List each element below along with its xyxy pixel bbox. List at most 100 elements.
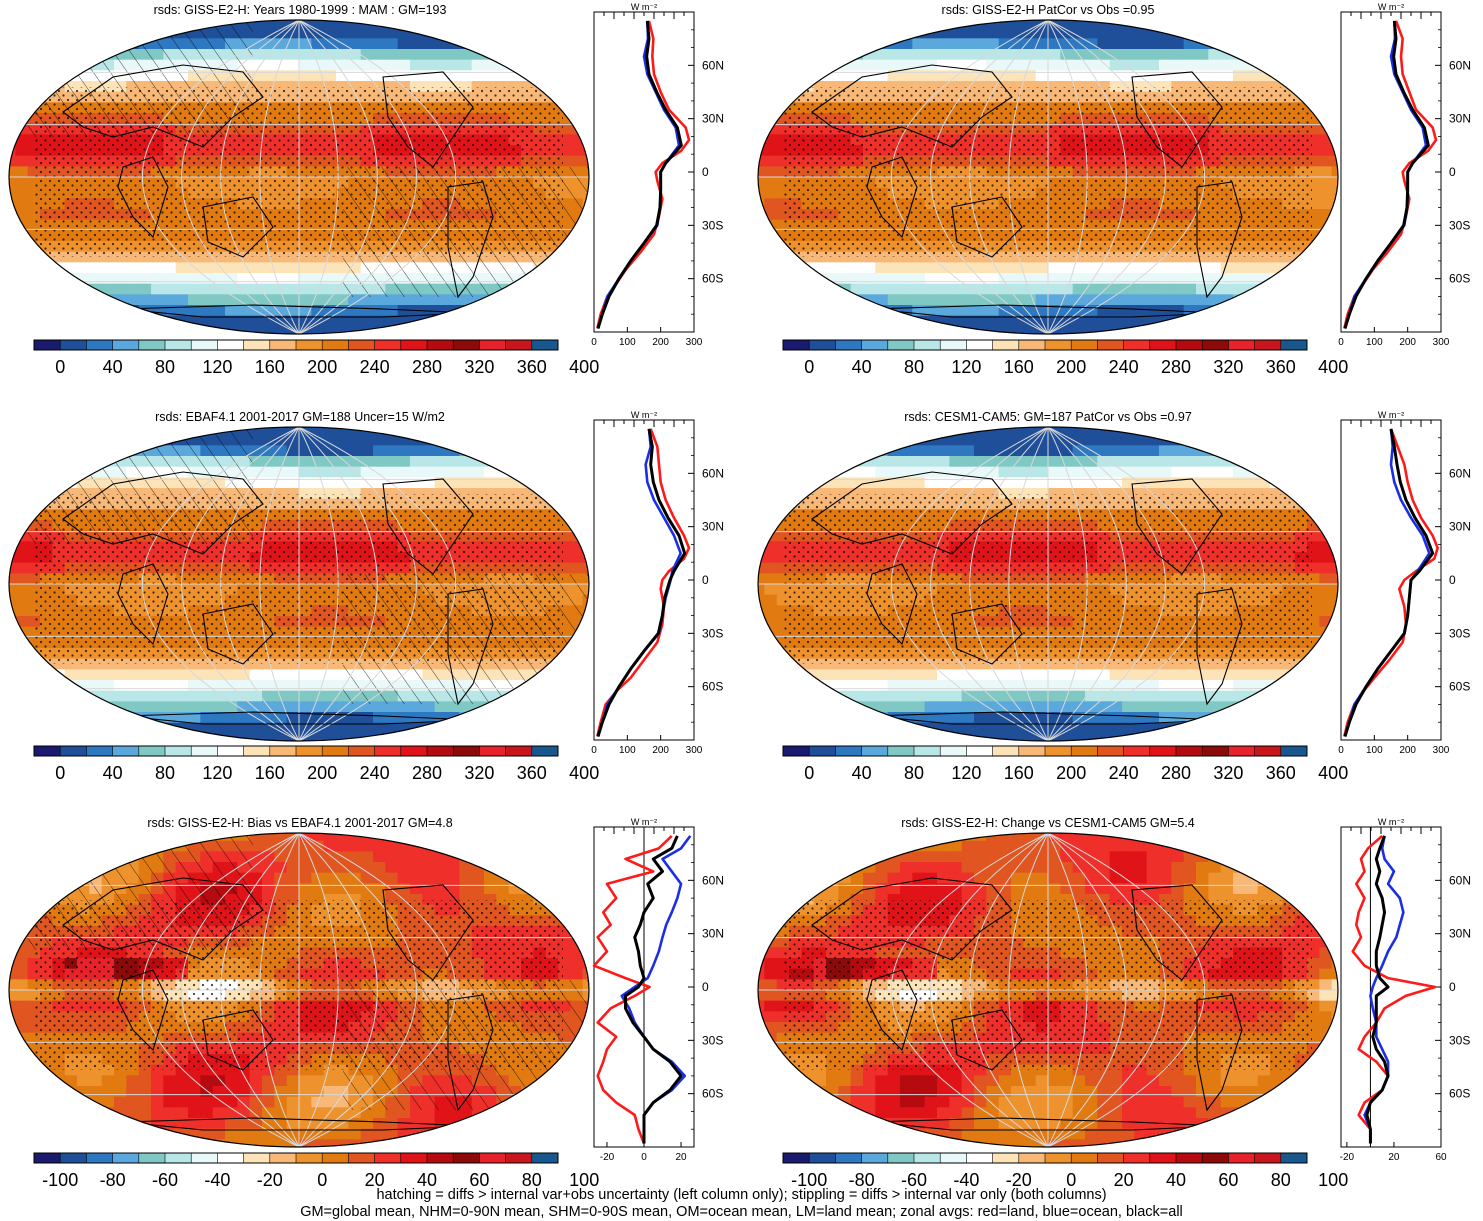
map-cell [1319,187,1333,199]
map-cell [986,434,1000,446]
map-cell [508,27,522,39]
map-cell [336,722,349,734]
map-cell [373,488,386,500]
map-cell [114,305,127,317]
map-cell [101,305,115,317]
map-cell [1331,187,1338,199]
map-field [758,427,1338,741]
map-cell [1183,20,1197,29]
map-cell [175,326,189,334]
map-cell [237,294,251,306]
map-cell [1245,456,1259,468]
map-cell [77,722,90,734]
map-cell [188,680,201,692]
map-cell [89,445,103,457]
map-cell [40,434,53,446]
map-cell [151,305,164,317]
map-cell [126,434,140,446]
map-cell [459,315,473,327]
map-cell [175,658,189,670]
map-cell [225,701,238,713]
map-cell [789,305,802,317]
map-cell [323,701,337,713]
map-cell [64,466,78,478]
map-cell [1134,20,1148,29]
map-cell [1134,434,1148,446]
map-cell [863,262,876,274]
map-cell [336,59,349,71]
map-cell [385,27,399,39]
map-cell [875,466,889,478]
map-cell [9,733,16,741]
map-cell [299,262,312,274]
map-cell [570,134,584,146]
map-cell [789,445,802,457]
map-cell [311,20,325,29]
map-cell [998,488,1012,500]
map-cell [924,305,938,317]
map-cell [1109,326,1123,334]
map-cell [410,701,423,713]
map-cell [912,262,926,274]
map-cell [1307,134,1320,146]
map-cell [1319,209,1333,221]
map-cell [887,81,901,93]
map-cell [471,38,485,50]
map-cell [15,187,29,199]
map-cell [1245,262,1259,274]
map-cell [484,27,497,39]
map-cell [850,326,864,334]
map-cell [974,315,987,327]
map-cell [1097,434,1111,446]
map-cell [1060,427,1074,436]
map-cell [986,466,1000,478]
map-cell [1134,466,1148,478]
map-cell [508,456,522,468]
map-cell [188,283,201,295]
map-cell [151,294,164,306]
map-cell [758,27,765,39]
map-cell [789,488,802,500]
map-cell [1122,251,1135,263]
map-cell [1307,198,1320,210]
map-cell [434,456,448,468]
map-cell [397,326,411,334]
map-cell [1208,466,1222,478]
map-cell [1085,49,1098,61]
map-cell [484,20,497,29]
map-cell [1097,488,1111,500]
map-cell [262,712,275,724]
map-cell [813,445,827,457]
map-cell [545,712,559,724]
map-panel-2 [757,19,1339,335]
map-cell [758,294,765,306]
map-cell [77,680,90,692]
map-cell [1294,315,1308,327]
map-cell [126,712,140,724]
map-cell [348,326,362,334]
map-cell [937,49,950,61]
map-cell [508,305,522,317]
map-cell [447,81,460,93]
map-cell [397,20,411,29]
map-cell [385,466,399,478]
map-cell [558,520,571,532]
map-cell [533,712,547,724]
map-cell [15,616,29,628]
map-cell [1183,251,1197,263]
map-cell [336,262,349,274]
map-cell [545,283,559,295]
map-cell [801,466,815,478]
map-cell [1146,427,1160,436]
map-cell [163,305,177,317]
map-cell [764,456,778,468]
map-cell [521,59,534,71]
map-cell [1307,155,1320,167]
map-cell [212,273,226,285]
map-cell [1270,262,1283,274]
map-cell [434,294,448,306]
map-cell [1146,456,1160,468]
map-cell [471,70,485,82]
map-cell [77,20,90,29]
map-cell [9,509,16,521]
